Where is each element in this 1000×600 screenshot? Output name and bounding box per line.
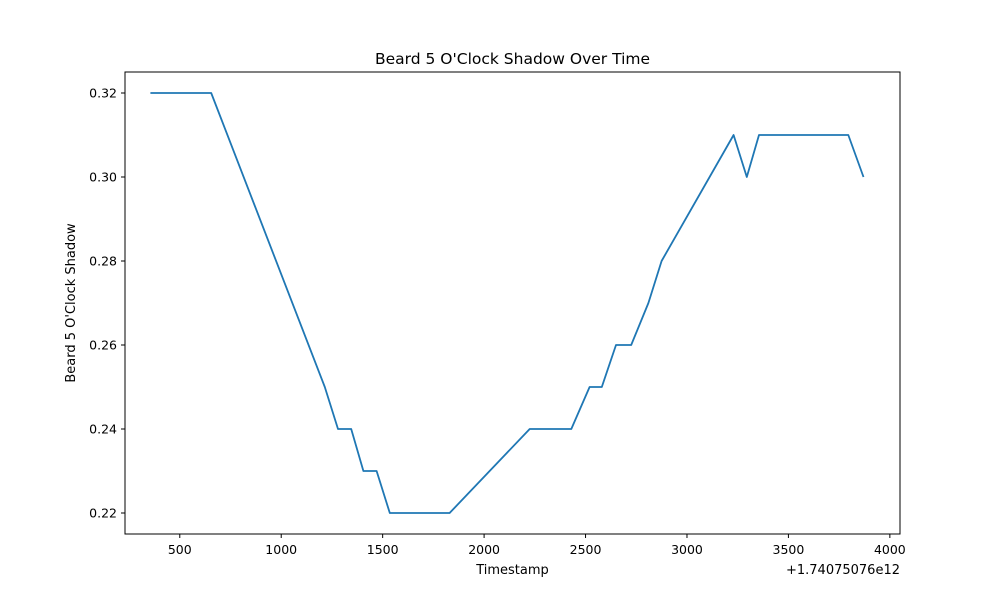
y-tick-label: 0.26 <box>89 338 117 353</box>
y-tick-label: 0.28 <box>89 254 117 269</box>
series-line-0 <box>150 92 865 514</box>
plot-area <box>124 71 901 535</box>
x-tick-label: 2000 <box>468 542 500 557</box>
y-axis: 0.22 0.24 0.26 0.28 0.30 0.32 <box>89 86 125 521</box>
x-tick-label: 2500 <box>570 542 602 557</box>
y-tick-label: 0.30 <box>89 170 117 185</box>
x-tick-label: 4000 <box>874 542 906 557</box>
x-tick-label: 1500 <box>367 542 399 557</box>
x-tick-label: 500 <box>168 542 192 557</box>
chart-title: Beard 5 O'Clock Shadow Over Time <box>375 50 650 68</box>
y-tick-label: 0.32 <box>89 86 117 101</box>
x-axis: 500 1000 1500 2000 2500 3000 3500 4000 <box>168 534 906 557</box>
x-axis-offset-label: +1.74075076e12 <box>786 563 900 578</box>
x-tick-label: 3000 <box>671 542 703 557</box>
plot-frame <box>124 71 901 535</box>
x-axis-label: Timestamp <box>475 563 549 578</box>
y-axis-label: Beard 5 O'Clock Shadow <box>64 223 79 383</box>
y-tick-label: 0.22 <box>89 506 117 521</box>
y-tick-label: 0.24 <box>89 422 117 437</box>
x-tick-label: 3500 <box>773 542 805 557</box>
x-tick-label: 1000 <box>265 542 297 557</box>
